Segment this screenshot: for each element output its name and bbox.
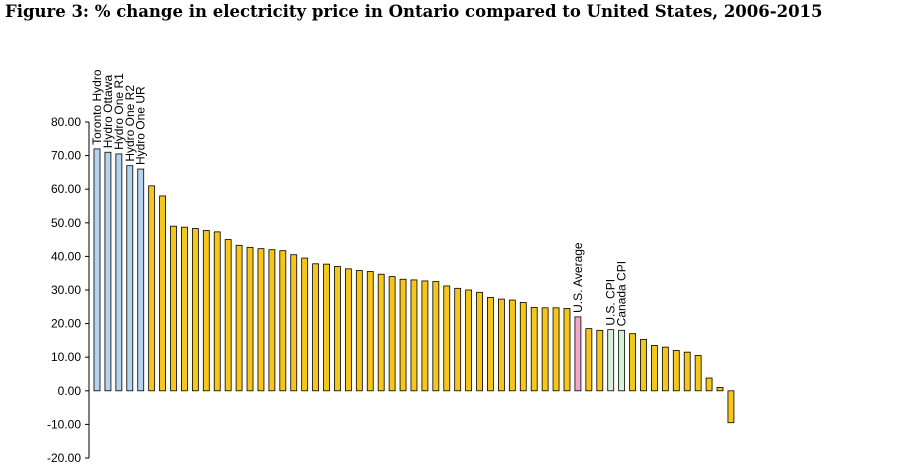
bar (399, 278, 407, 392)
bar-label: U.S. Average (571, 242, 585, 313)
bar-label: Hydro One R1 (112, 73, 126, 150)
bar (235, 244, 243, 392)
bar (377, 273, 385, 392)
bar (344, 268, 352, 392)
bar-label: Toronto Hydro (90, 69, 104, 145)
bar (487, 296, 494, 392)
y-tick-label: 80.00 (51, 115, 81, 129)
bar (213, 231, 221, 392)
bar (388, 276, 396, 392)
bar (181, 226, 188, 392)
bar (508, 299, 516, 392)
bar (191, 228, 199, 392)
bar (498, 298, 505, 392)
bar (366, 271, 374, 392)
bar-hydro-one-r2 (126, 165, 134, 392)
bar-hydro-one-r1 (115, 153, 123, 392)
bar (432, 281, 440, 392)
bar (202, 230, 210, 392)
y-tick-label: 10.00 (51, 350, 81, 364)
bar-u-s-cpi (607, 329, 615, 392)
bar-canada-cpi (618, 329, 626, 392)
y-tick-label: 60.00 (51, 182, 81, 196)
bar (268, 249, 276, 392)
bar (465, 289, 473, 392)
bar (159, 195, 166, 392)
bar (716, 387, 724, 392)
chart-title: Figure 3: % change in electricity price … (5, 2, 823, 21)
bar (454, 287, 462, 392)
bar (585, 328, 593, 392)
bar (323, 263, 330, 392)
bar-toronto-hydro (93, 148, 101, 392)
bar (224, 239, 232, 392)
y-tick-label: 30.00 (51, 283, 81, 297)
bar (629, 333, 636, 392)
bar (148, 185, 156, 392)
bar (541, 307, 549, 392)
bar (661, 346, 669, 392)
bar (301, 257, 309, 392)
y-tick-label: 50.00 (51, 216, 81, 230)
bar-series (93, 148, 735, 424)
y-tick-label: -10.00 (47, 417, 81, 431)
bar (651, 345, 658, 392)
bar (279, 250, 287, 392)
bar (672, 350, 680, 392)
bar (312, 263, 320, 392)
bar (519, 302, 527, 392)
bar (563, 308, 571, 392)
bar (596, 329, 604, 392)
bar (257, 248, 265, 392)
y-tick-label: 40.00 (51, 249, 81, 263)
bar (530, 307, 538, 392)
bar-label: Canada CPI (615, 261, 629, 326)
bar (334, 266, 341, 392)
bar-label: Hydro One UR (134, 86, 148, 165)
bar (170, 225, 177, 392)
y-tick-label: 70.00 (51, 149, 81, 163)
bar (355, 270, 363, 392)
bar (410, 279, 418, 392)
bar (640, 338, 647, 392)
y-tick-label: 20.00 (51, 317, 81, 331)
bar-u-s-average (574, 316, 582, 392)
y-tick-label: 0.00 (58, 384, 82, 398)
bar-label: Hydro Ottawa (101, 75, 115, 149)
bar-hydro-one-ur (137, 168, 145, 392)
bar (443, 285, 451, 392)
bar (476, 291, 483, 392)
y-axis: 80.00 70.00 60.00 50.00 40.00 30.00 20.00 10.00… (47, 115, 90, 465)
bar (727, 390, 735, 424)
bar (421, 280, 429, 392)
bar-label: U.S. CPI (604, 279, 618, 326)
bar (552, 307, 560, 392)
bar (694, 355, 702, 392)
bar-hydro-ottawa (104, 151, 112, 392)
bar (683, 351, 691, 392)
bar (290, 254, 298, 392)
bar-label: Hydro One R2 (123, 85, 137, 162)
y-tick-label: -20.00 (47, 451, 81, 465)
bar (705, 377, 713, 392)
bar (246, 246, 254, 392)
